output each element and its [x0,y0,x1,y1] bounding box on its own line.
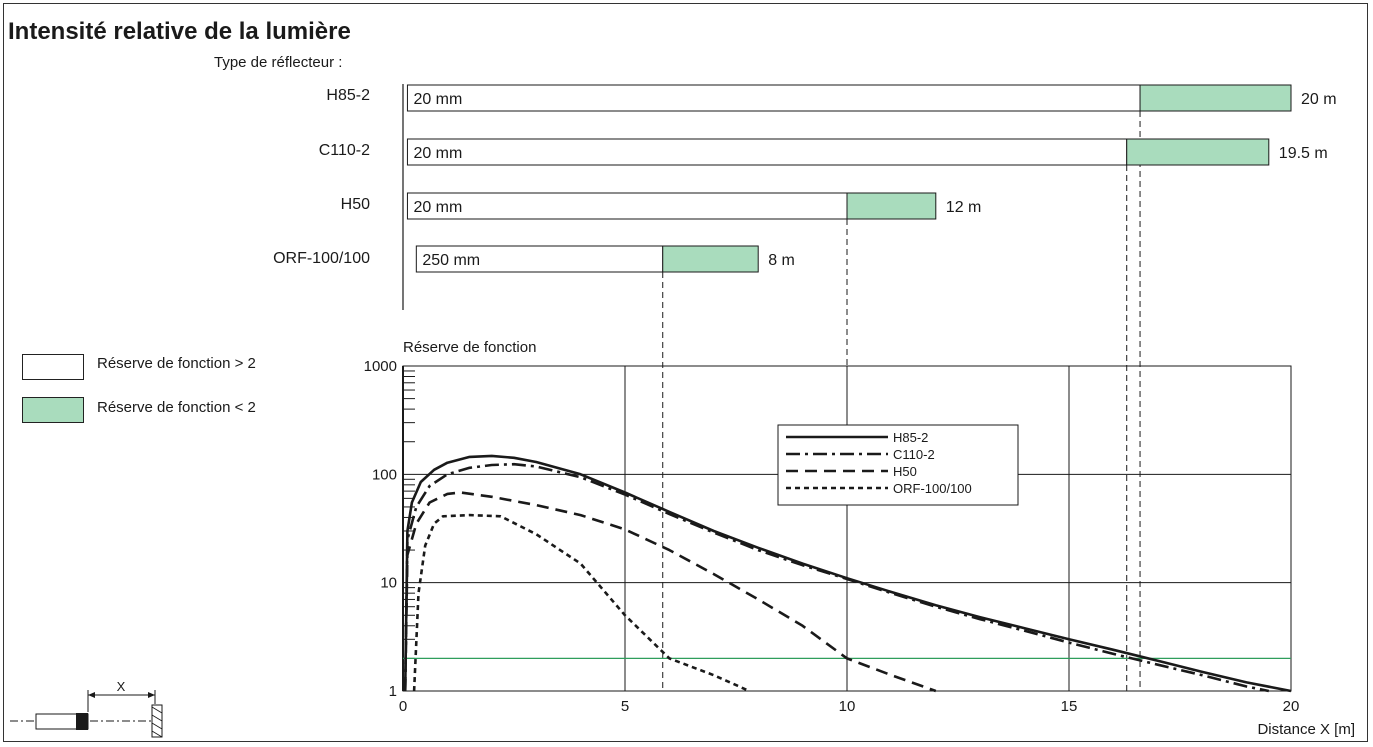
pictogram-reflector-hatch [151,706,163,714]
x-axis-label: Distance X [m] [1257,721,1355,738]
x-tick-label: 15 [1061,698,1078,715]
legend-entry-2: C110-2 [893,447,935,462]
y-tick-label: 1000 [364,358,397,375]
x-tick-label: 20 [1283,698,1300,715]
y-tick-label: 100 [372,466,397,483]
legend-entry-4: ORF-100/100 [893,481,972,496]
x-tick-label: 10 [839,698,856,715]
page-title: Intensité relative de la lumière [8,18,351,45]
series-line-2 [403,462,1270,693]
pictogram-dim-arrows [88,692,155,698]
range-max-label: 19.5 m [1279,145,1328,162]
range-bar-high [406,192,848,220]
pictogram-x-label: X [117,679,126,694]
series-line-1 [403,454,1292,693]
reflector-name-orf: ORF-100/100 [273,250,370,267]
reflector-name-c110-2: C110-2 [318,142,370,159]
series-line-4 [412,513,750,693]
reflector-name-h50: H50 [340,196,370,213]
y-tick-label: 10 [380,575,397,592]
legend-swatch-low [22,397,84,423]
range-min-label: 250 mm [422,252,480,269]
range-bar-low [1126,138,1270,166]
range-max-label: 20 m [1301,91,1337,108]
range-bar-high [406,84,1141,112]
range-bar-high [415,245,664,273]
range-max-label: 12 m [946,199,982,216]
legend-entry-3: H50 [893,464,917,479]
legend-entry-1: H85-2 [893,430,928,445]
legend-label-low: Réserve de fonction < 2 [97,399,256,416]
range-max-label: 8 m [768,252,795,269]
y-tick-label: 1 [389,683,397,700]
chart-legend [777,424,1019,506]
sensor-reflector-pictogram: X [10,679,163,738]
range-bar-high [406,138,1128,166]
range-bar-low [846,192,937,220]
pictogram-reflector-hatch [151,730,163,738]
y-axis-label: Réserve de fonction [403,339,536,356]
pictogram-reflector-hatch [151,722,163,730]
range-bar-low [1139,84,1292,112]
range-min-label: 20 mm [413,91,462,108]
figure-frame [3,3,1368,742]
legend-label-high: Réserve de fonction > 2 [97,355,256,372]
x-tick-label: 0 [399,698,407,715]
range-min-label: 20 mm [413,199,462,216]
reflector-type-label: Type de réflecteur : [214,54,343,71]
pictogram-reflector-hatch [151,714,163,722]
legend-swatch-high [22,354,84,380]
pictogram-sensor-lens [76,713,88,730]
x-tick-label: 5 [621,698,629,715]
reflector-name-h85-2: H85-2 [326,87,370,104]
range-min-label: 20 mm [413,145,462,162]
series-line-3 [403,491,937,693]
range-bar-low [662,245,759,273]
